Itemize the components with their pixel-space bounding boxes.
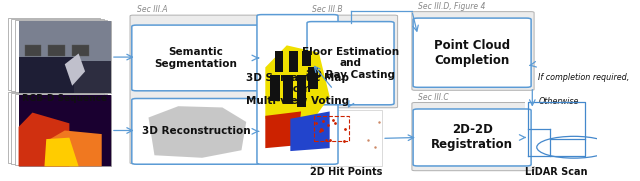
Text: 2D-2D
Registration: 2D-2D Registration [431,123,513,151]
Polygon shape [266,45,330,122]
Bar [19,57,74,93]
Bar [270,75,280,101]
Polygon shape [148,106,246,158]
FancyBboxPatch shape [132,25,260,91]
Polygon shape [19,113,69,166]
Bar [19,21,111,93]
FancyBboxPatch shape [412,102,534,171]
FancyBboxPatch shape [305,15,397,108]
Bar [525,98,588,166]
Bar [314,116,349,141]
Text: Otherwise: Otherwise [538,97,579,106]
Bar [283,75,293,104]
FancyBboxPatch shape [412,12,534,90]
Bar [72,45,89,56]
Text: 3D Reconstruction: 3D Reconstruction [142,126,250,136]
Text: Sec III.D, Figure 4: Sec III.D, Figure 4 [419,2,486,11]
Bar [289,51,298,72]
Bar [15,94,108,165]
Polygon shape [266,111,301,148]
Polygon shape [65,54,85,86]
FancyBboxPatch shape [257,15,338,164]
FancyBboxPatch shape [130,15,264,164]
Bar [308,67,317,89]
Bar [8,18,100,90]
Text: 3D Semantic Map
from
Multi-view Voting: 3D Semantic Map from Multi-view Voting [246,73,349,106]
Bar [8,92,100,163]
Bar [302,51,311,66]
Bar [15,20,108,92]
FancyBboxPatch shape [307,22,394,105]
Bar [310,110,382,166]
Text: Floor Estimation
and
2D Ray Casting: Floor Estimation and 2D Ray Casting [302,47,399,80]
FancyBboxPatch shape [413,18,531,87]
Bar [19,21,111,93]
Text: RGB-D Sequence: RGB-D Sequence [22,94,108,103]
Bar [19,95,111,166]
Bar [49,45,65,56]
Text: Sec III.C: Sec III.C [419,93,449,102]
Bar [298,75,306,107]
Text: Sec III.A: Sec III.A [136,5,167,14]
Polygon shape [44,138,79,166]
Text: LiDAR Scan: LiDAR Scan [525,167,588,177]
Bar [12,92,104,164]
FancyBboxPatch shape [413,109,531,166]
FancyBboxPatch shape [132,98,260,164]
Bar [12,19,104,91]
Text: Semantic
Segmentation: Semantic Segmentation [155,47,237,69]
Bar [24,45,41,56]
Text: Point Cloud
Completion: Point Cloud Completion [434,39,510,67]
Bar [19,95,111,166]
Text: 2D Hit Points: 2D Hit Points [310,167,383,177]
Text: Sec III.B: Sec III.B [312,5,342,14]
Polygon shape [291,111,330,151]
Bar [275,51,283,72]
Text: If completion required,: If completion required, [538,73,630,82]
Polygon shape [46,131,102,166]
Bar [19,21,111,61]
